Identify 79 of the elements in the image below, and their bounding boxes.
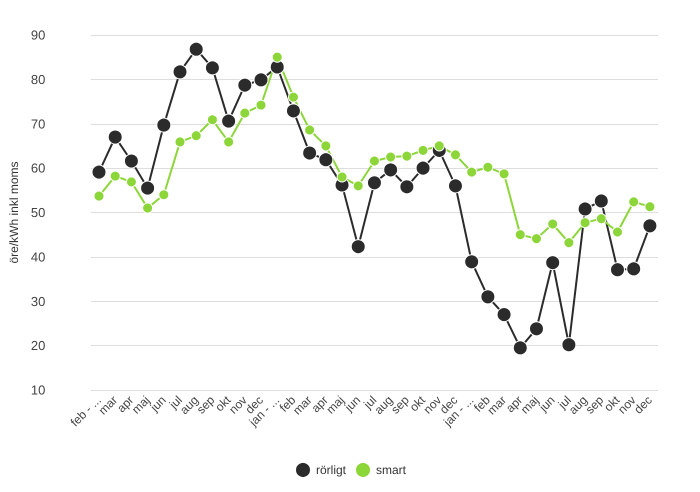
point bbox=[547, 218, 558, 230]
y-tick-label: 60 bbox=[30, 160, 46, 176]
point bbox=[594, 193, 609, 208]
y-tick-label: 80 bbox=[30, 72, 46, 87]
point bbox=[448, 178, 463, 194]
y-axis-title: öre/kWh inkl moms bbox=[7, 161, 21, 264]
legend-label: rörligt bbox=[316, 463, 347, 477]
point bbox=[561, 337, 576, 352]
point bbox=[320, 140, 332, 152]
point bbox=[223, 136, 234, 148]
y-tick-label: 90 bbox=[30, 28, 46, 42]
point bbox=[366, 175, 382, 190]
point bbox=[530, 233, 542, 244]
point bbox=[385, 152, 396, 163]
point bbox=[254, 72, 269, 88]
point bbox=[418, 144, 429, 156]
point bbox=[642, 218, 658, 234]
point bbox=[434, 140, 445, 152]
point bbox=[206, 114, 218, 126]
y-tick-label: 10 bbox=[30, 382, 46, 398]
point bbox=[336, 172, 348, 182]
point bbox=[110, 170, 121, 182]
point bbox=[142, 202, 154, 214]
point bbox=[272, 52, 283, 63]
point bbox=[318, 152, 334, 168]
y-tick-label: 40 bbox=[30, 249, 46, 264]
point bbox=[399, 179, 414, 194]
point bbox=[496, 307, 512, 322]
point bbox=[596, 213, 607, 224]
point bbox=[304, 124, 316, 136]
point bbox=[580, 217, 591, 228]
point bbox=[221, 114, 236, 129]
point bbox=[612, 226, 623, 238]
point bbox=[286, 103, 301, 118]
point bbox=[172, 64, 188, 80]
point bbox=[383, 162, 398, 178]
point bbox=[158, 189, 170, 200]
point bbox=[528, 321, 544, 336]
y-tick-label: 50 bbox=[30, 205, 46, 220]
point bbox=[124, 154, 139, 169]
point bbox=[256, 100, 267, 111]
point bbox=[204, 60, 220, 76]
point bbox=[352, 180, 364, 192]
point bbox=[239, 108, 250, 119]
point bbox=[190, 130, 202, 142]
legend-label: smart bbox=[376, 463, 407, 477]
point bbox=[512, 340, 528, 356]
point bbox=[94, 190, 104, 202]
point bbox=[237, 78, 252, 93]
y-tick-label: 30 bbox=[30, 294, 46, 309]
point bbox=[174, 136, 186, 148]
point bbox=[416, 160, 431, 176]
point bbox=[628, 196, 640, 208]
point bbox=[368, 156, 380, 167]
point bbox=[302, 146, 318, 161]
point bbox=[578, 201, 593, 216]
point bbox=[545, 255, 560, 270]
y-tick-label: 70 bbox=[30, 116, 46, 132]
point bbox=[140, 180, 156, 196]
point bbox=[401, 150, 412, 162]
point bbox=[126, 176, 137, 188]
point bbox=[288, 92, 299, 103]
point bbox=[514, 229, 526, 240]
point bbox=[450, 149, 461, 160]
point bbox=[626, 261, 642, 276]
point bbox=[482, 162, 494, 173]
point bbox=[108, 130, 123, 145]
point bbox=[188, 42, 204, 57]
point bbox=[350, 239, 366, 254]
point bbox=[464, 254, 480, 270]
point bbox=[92, 164, 106, 180]
point bbox=[466, 166, 478, 178]
point bbox=[156, 118, 172, 133]
point bbox=[644, 201, 656, 212]
point bbox=[480, 289, 496, 304]
point bbox=[610, 262, 625, 278]
point bbox=[563, 237, 574, 248]
point bbox=[498, 168, 510, 180]
y-tick-label: 20 bbox=[30, 338, 46, 354]
